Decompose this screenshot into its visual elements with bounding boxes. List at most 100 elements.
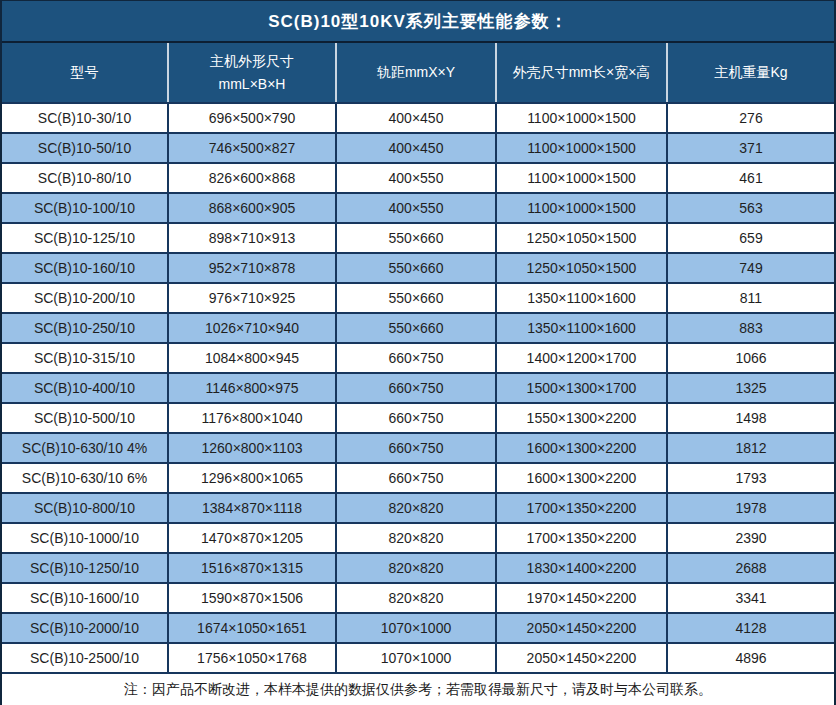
table-row: SC(B)10-30/10 696×500×790 400×450 1100×1… <box>2 103 834 133</box>
cell-shell-size: 1350×1100×1600 <box>496 283 667 313</box>
cell-model: SC(B)10-250/10 <box>2 313 168 343</box>
cell-model: SC(B)10-160/10 <box>2 253 168 283</box>
cell-gauge: 820×820 <box>336 583 496 613</box>
cell-gauge: 550×660 <box>336 283 496 313</box>
cell-body-size: 1384×870×1118 <box>168 493 336 523</box>
cell-weight: 883 <box>667 313 834 343</box>
table-row: SC(B)10-50/10 746×500×827 400×450 1100×1… <box>2 133 834 163</box>
column-header-model: 型号 <box>2 43 168 103</box>
cell-weight: 1325 <box>667 373 834 403</box>
cell-body-size: 1590×870×1506 <box>168 583 336 613</box>
header-row: 型号 主机外形尺寸 mmL×B×H 轨距mmX×Y 外壳尺寸mm长×宽×高 主机… <box>2 43 834 103</box>
cell-weight: 1066 <box>667 343 834 373</box>
cell-gauge: 1070×1000 <box>336 643 496 673</box>
cell-weight: 2390 <box>667 523 834 553</box>
cell-body-size: 746×500×827 <box>168 133 336 163</box>
cell-model: SC(B)10-50/10 <box>2 133 168 163</box>
column-header-sublabel: mmL×B×H <box>169 73 335 95</box>
cell-weight: 371 <box>667 133 834 163</box>
column-header-gauge: 轨距mmX×Y <box>336 43 496 103</box>
column-header-shell-size: 外壳尺寸mm长×宽×高 <box>496 43 667 103</box>
cell-body-size: 976×710×925 <box>168 283 336 313</box>
cell-body-size: 952×710×878 <box>168 253 336 283</box>
table-row: SC(B)10-630/10 6% 1296×800×1065 660×750 … <box>2 463 834 493</box>
table-row: SC(B)10-800/10 1384×870×1118 820×820 170… <box>2 493 834 523</box>
cell-gauge: 660×750 <box>336 373 496 403</box>
cell-shell-size: 2050×1450×2200 <box>496 643 667 673</box>
table-row: SC(B)10-2500/10 1756×1050×1768 1070×1000… <box>2 643 834 673</box>
cell-model: SC(B)10-630/10 4% <box>2 433 168 463</box>
column-header-label: 主机重量Kg <box>668 61 834 83</box>
cell-shell-size: 1100×1000×1500 <box>496 193 667 223</box>
cell-body-size: 1516×870×1315 <box>168 553 336 583</box>
cell-shell-size: 1100×1000×1500 <box>496 163 667 193</box>
cell-gauge: 660×750 <box>336 463 496 493</box>
cell-body-size: 1674×1050×1651 <box>168 613 336 643</box>
column-header-weight: 主机重量Kg <box>667 43 834 103</box>
column-header-body-size: 主机外形尺寸 mmL×B×H <box>168 43 336 103</box>
cell-body-size: 1146×800×975 <box>168 373 336 403</box>
cell-weight: 659 <box>667 223 834 253</box>
table-row: SC(B)10-200/10 976×710×925 550×660 1350×… <box>2 283 834 313</box>
cell-shell-size: 1100×1000×1500 <box>496 103 667 133</box>
cell-model: SC(B)10-125/10 <box>2 223 168 253</box>
table-row: SC(B)10-160/10 952×710×878 550×660 1250×… <box>2 253 834 283</box>
cell-shell-size: 1830×1400×2200 <box>496 553 667 583</box>
cell-gauge: 400×550 <box>336 193 496 223</box>
cell-shell-size: 1250×1050×1500 <box>496 223 667 253</box>
cell-shell-size: 1550×1300×2200 <box>496 403 667 433</box>
cell-shell-size: 1100×1000×1500 <box>496 133 667 163</box>
cell-weight: 1498 <box>667 403 834 433</box>
cell-gauge: 660×750 <box>336 343 496 373</box>
cell-shell-size: 1500×1300×1700 <box>496 373 667 403</box>
cell-gauge: 820×820 <box>336 553 496 583</box>
cell-gauge: 820×820 <box>336 523 496 553</box>
cell-model: SC(B)10-1250/10 <box>2 553 168 583</box>
cell-model: SC(B)10-2000/10 <box>2 613 168 643</box>
cell-model: SC(B)10-200/10 <box>2 283 168 313</box>
cell-weight: 563 <box>667 193 834 223</box>
cell-gauge: 820×820 <box>336 493 496 523</box>
cell-body-size: 1084×800×945 <box>168 343 336 373</box>
cell-body-size: 696×500×790 <box>168 103 336 133</box>
cell-gauge: 400×450 <box>336 103 496 133</box>
cell-shell-size: 1250×1050×1500 <box>496 253 667 283</box>
cell-shell-size: 1350×1100×1600 <box>496 313 667 343</box>
cell-weight: 2688 <box>667 553 834 583</box>
cell-weight: 1812 <box>667 433 834 463</box>
cell-shell-size: 1600×1300×2200 <box>496 433 667 463</box>
column-header-label: 主机外形尺寸 <box>169 50 335 72</box>
table-row: SC(B)10-125/10 898×710×913 550×660 1250×… <box>2 223 834 253</box>
table-body: SC(B)10-30/10 696×500×790 400×450 1100×1… <box>2 103 834 673</box>
spec-table: 型号 主机外形尺寸 mmL×B×H 轨距mmX×Y 外壳尺寸mm长×宽×高 主机… <box>2 43 834 674</box>
cell-body-size: 868×600×905 <box>168 193 336 223</box>
table-row: SC(B)10-315/10 1084×800×945 660×750 1400… <box>2 343 834 373</box>
cell-gauge: 1070×1000 <box>336 613 496 643</box>
cell-model: SC(B)10-315/10 <box>2 343 168 373</box>
table-row: SC(B)10-100/10 868×600×905 400×550 1100×… <box>2 193 834 223</box>
cell-gauge: 550×660 <box>336 313 496 343</box>
cell-gauge: 660×750 <box>336 433 496 463</box>
cell-body-size: 1756×1050×1768 <box>168 643 336 673</box>
cell-weight: 811 <box>667 283 834 313</box>
cell-weight: 4128 <box>667 613 834 643</box>
cell-body-size: 826×600×868 <box>168 163 336 193</box>
table-row: SC(B)10-400/10 1146×800×975 660×750 1500… <box>2 373 834 403</box>
cell-gauge: 400×550 <box>336 163 496 193</box>
cell-model: SC(B)10-1600/10 <box>2 583 168 613</box>
cell-weight: 749 <box>667 253 834 283</box>
spec-sheet: SC(B)10型10KV系列主要性能参数： 型号 主机外形尺寸 mmL×B×H … <box>0 0 836 705</box>
table-row: SC(B)10-250/10 1026×710×940 550×660 1350… <box>2 313 834 343</box>
cell-weight: 1793 <box>667 463 834 493</box>
cell-weight: 276 <box>667 103 834 133</box>
table-row: SC(B)10-80/10 826×600×868 400×550 1100×1… <box>2 163 834 193</box>
cell-model: SC(B)10-1000/10 <box>2 523 168 553</box>
table-row: SC(B)10-630/10 4% 1260×800×1103 660×750 … <box>2 433 834 463</box>
cell-model: SC(B)10-630/10 6% <box>2 463 168 493</box>
cell-model: SC(B)10-800/10 <box>2 493 168 523</box>
cell-gauge: 400×450 <box>336 133 496 163</box>
cell-shell-size: 1970×1450×2200 <box>496 583 667 613</box>
cell-model: SC(B)10-80/10 <box>2 163 168 193</box>
cell-weight: 461 <box>667 163 834 193</box>
cell-gauge: 550×660 <box>336 253 496 283</box>
